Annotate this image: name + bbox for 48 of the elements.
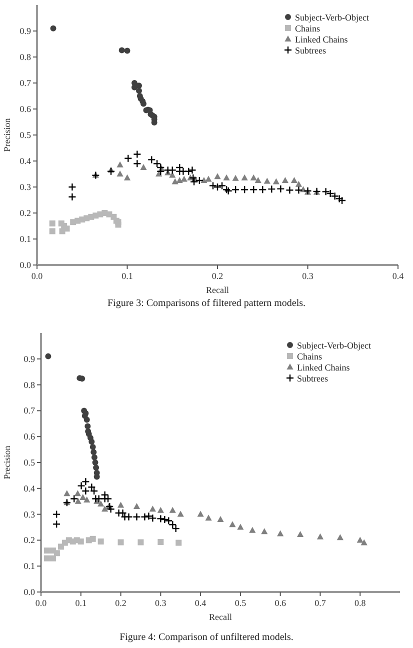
y-tick-label: 0.0: [20, 260, 32, 270]
y-tick-label: 0.6: [24, 432, 36, 442]
y-tick-label: 0.8: [24, 380, 36, 390]
x-tick-label: 0.0: [31, 271, 44, 281]
x-tick-label: 0.2: [115, 598, 126, 608]
legend-label: Linked Chains: [295, 34, 348, 44]
y-tick-label: 0.7: [20, 78, 32, 88]
x-tick-label: 0.3: [302, 271, 314, 281]
y-tick-label: 0.0: [24, 587, 36, 597]
y-tick-label: 0.4: [24, 483, 36, 494]
y-tick-label: 0.7: [24, 406, 36, 416]
x-tick-label: 0.1: [122, 271, 133, 281]
y-tick-label: 0.1: [24, 561, 35, 572]
x-tick-label: 0.8: [354, 598, 366, 608]
x-tick-label: 0.2: [212, 271, 224, 281]
caption: Figure 4: Comparison of unfiltered models.: [120, 632, 294, 643]
x-axis-title: Recall: [209, 612, 232, 622]
y-axis-title: Precision: [2, 445, 12, 480]
caption: Figure 3: Comparisons of filtered pattern models.: [107, 298, 306, 309]
y-tick-label: 0.3: [20, 182, 32, 192]
y-tick-label: 0.4: [20, 156, 32, 166]
x-axis-title: Recall: [206, 285, 230, 295]
x-tick-label: 0.5: [234, 598, 247, 608]
x-tick-label: 0.6: [274, 598, 286, 608]
x-tick-label: 0.4: [392, 271, 404, 281]
legend-label: Subject-Verb-Object: [297, 340, 372, 350]
x-tick-label: 0.3: [155, 598, 167, 608]
legend-label: Linked Chains: [297, 362, 350, 372]
y-tick-label: 0.8: [20, 52, 32, 62]
y-tick-label: 0.9: [24, 354, 36, 364]
x-tick-label: 0.7: [314, 598, 326, 608]
y-tick-label: 0.3: [24, 509, 36, 520]
legend-label: Subject-Verb-Object: [295, 12, 370, 22]
y-tick-label: 0.1: [20, 234, 31, 244]
y-tick-label: 0.2: [24, 535, 35, 546]
y-tick-label: 0.6: [20, 104, 32, 114]
legend-label: Subtrees: [297, 374, 328, 384]
legend-label: Chains: [297, 352, 322, 362]
x-tick-label: 0.4: [194, 598, 207, 608]
legend-label: Subtrees: [295, 46, 326, 56]
y-tick-label: 0.5: [20, 130, 32, 140]
y-tick-label: 0.2: [20, 208, 31, 218]
x-tick-label: 0.0: [35, 598, 48, 608]
y-axis-title: Precision: [2, 118, 12, 152]
legend-label: Chains: [295, 24, 320, 34]
y-tick-label: 0.9: [20, 26, 32, 36]
x-tick-label: 0.1: [75, 598, 87, 608]
y-tick-label: 0.5: [24, 458, 36, 468]
